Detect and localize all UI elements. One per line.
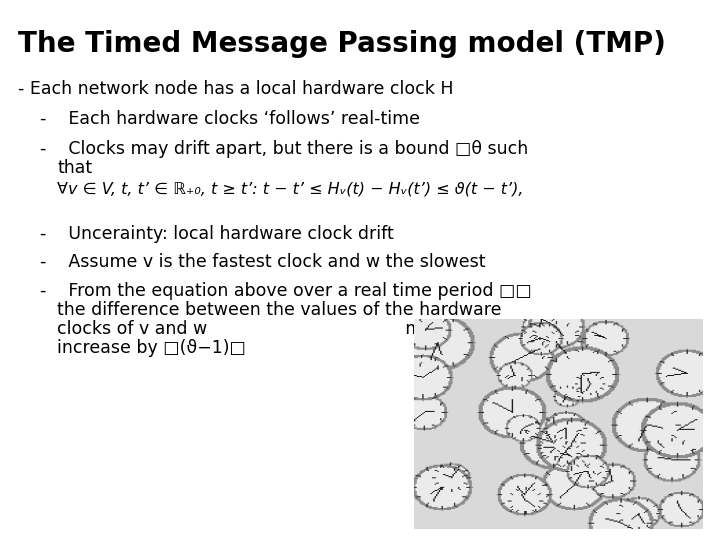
Text: -    Assume v is the fastest clock and w the slowest: - Assume v is the fastest clock and w th… (40, 253, 485, 271)
Text: the difference between the values of the hardware: the difference between the values of the… (57, 301, 502, 319)
Text: ∀v ∈ V, t, t’ ∈ ℝ₊₀, t ≥ t’: t − t’ ≤ Hᵥ(t) − Hᵥ(t’) ≤ ϑ(t − t’),: ∀v ∈ V, t, t’ ∈ ℝ₊₀, t ≥ t’: t − t’ ≤ Hᵥ… (57, 182, 523, 197)
Text: -    Each hardware clocks ‘follows’ real-time: - Each hardware clocks ‘follows’ real-ti… (40, 110, 420, 128)
Text: - Each network node has a local hardware clock H: - Each network node has a local hardware… (18, 80, 454, 98)
Text: that: that (57, 159, 92, 177)
Text: The Timed Message Passing model (TMP): The Timed Message Passing model (TMP) (18, 30, 666, 58)
Text: -    Clocks may drift apart, but there is a bound □θ such: - Clocks may drift apart, but there is a… (40, 140, 528, 158)
Text: increase by □(ϑ−1)□: increase by □(ϑ−1)□ (57, 339, 246, 357)
Text: -    From the equation above over a real time period □□: - From the equation above over a real ti… (40, 282, 532, 300)
Text: -    Uncerainty: local hardware clock drift: - Uncerainty: local hardware clock drift (40, 225, 394, 243)
Text: clocks of v and w                                    may: clocks of v and w may (57, 320, 443, 338)
